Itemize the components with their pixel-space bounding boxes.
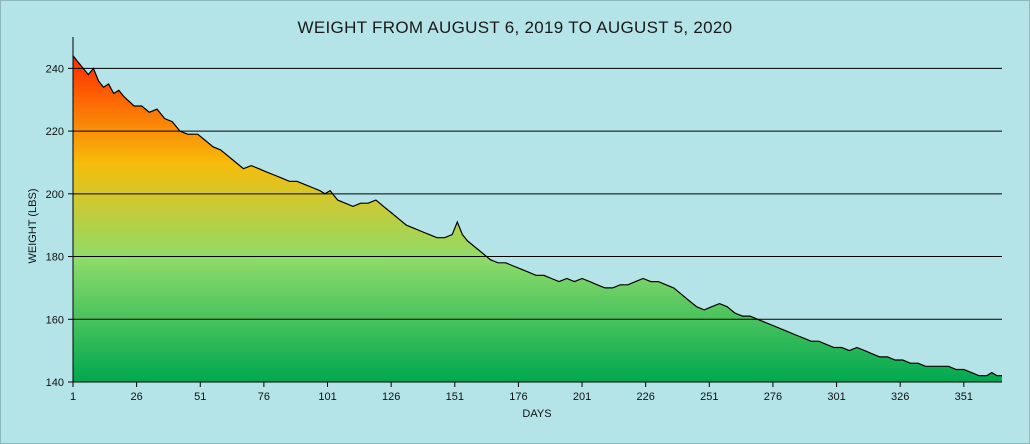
x-tick-label: 151 bbox=[446, 391, 464, 403]
x-axis-label: DAYS bbox=[522, 408, 551, 420]
y-axis-label: WEIGHT (LBS) bbox=[27, 189, 39, 264]
y-tick-label: 200 bbox=[46, 189, 64, 201]
y-tick-label: 140 bbox=[46, 377, 64, 389]
y-tick-label: 220 bbox=[46, 126, 64, 138]
x-tick-label: 326 bbox=[891, 391, 909, 403]
x-tick-label: 176 bbox=[509, 391, 527, 403]
x-tick-label: 76 bbox=[258, 391, 270, 403]
y-tick-label: 180 bbox=[46, 252, 64, 264]
x-tick-label: 301 bbox=[827, 391, 845, 403]
x-tick-label: 351 bbox=[955, 391, 973, 403]
chart-title: WEIGHT FROM AUGUST 6, 2019 TO AUGUST 5, … bbox=[297, 18, 733, 37]
x-tick-label: 26 bbox=[131, 391, 143, 403]
series-area bbox=[73, 55, 1002, 383]
x-tick-label: 51 bbox=[194, 391, 206, 403]
y-tick-label: 240 bbox=[46, 63, 64, 75]
x-tick-label: 251 bbox=[700, 391, 718, 403]
x-tick-label: 201 bbox=[573, 391, 591, 403]
x-tick-label: 1 bbox=[70, 391, 76, 403]
y-tick-label: 160 bbox=[46, 314, 64, 326]
x-tick-label: 226 bbox=[636, 391, 654, 403]
x-tick-label: 126 bbox=[382, 391, 400, 403]
x-tick-label: 101 bbox=[318, 391, 336, 403]
x-tick-label: 276 bbox=[764, 391, 782, 403]
series-line bbox=[72, 55, 1002, 377]
